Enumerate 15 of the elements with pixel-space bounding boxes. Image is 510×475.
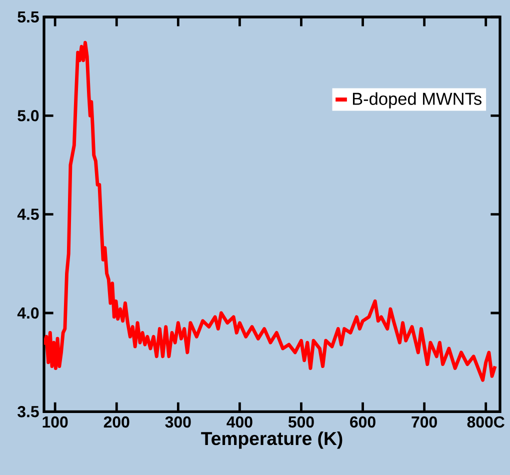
y-tick-label: 4.0	[17, 307, 39, 319]
legend-label: B-doped MWNTs	[352, 92, 482, 108]
x-tick-label: 800C	[467, 416, 504, 428]
x-tick-label: 300	[165, 416, 191, 428]
x-tick-label: 400	[226, 416, 252, 428]
x-tick-label: 100	[42, 416, 68, 428]
x-axis-title: Temperature (K)	[201, 431, 342, 449]
y-tick-label: 5.0	[18, 110, 39, 122]
x-tick-label: 500	[288, 416, 314, 428]
y-tick-label: 3.5	[18, 406, 39, 418]
x-tick-label: 200	[104, 416, 130, 428]
x-tick-label: 600	[350, 416, 376, 428]
y-tick-label: 4.5	[17, 208, 39, 220]
y-tick-label: 5.5	[18, 11, 39, 23]
x-tick-label: 700	[412, 416, 437, 428]
